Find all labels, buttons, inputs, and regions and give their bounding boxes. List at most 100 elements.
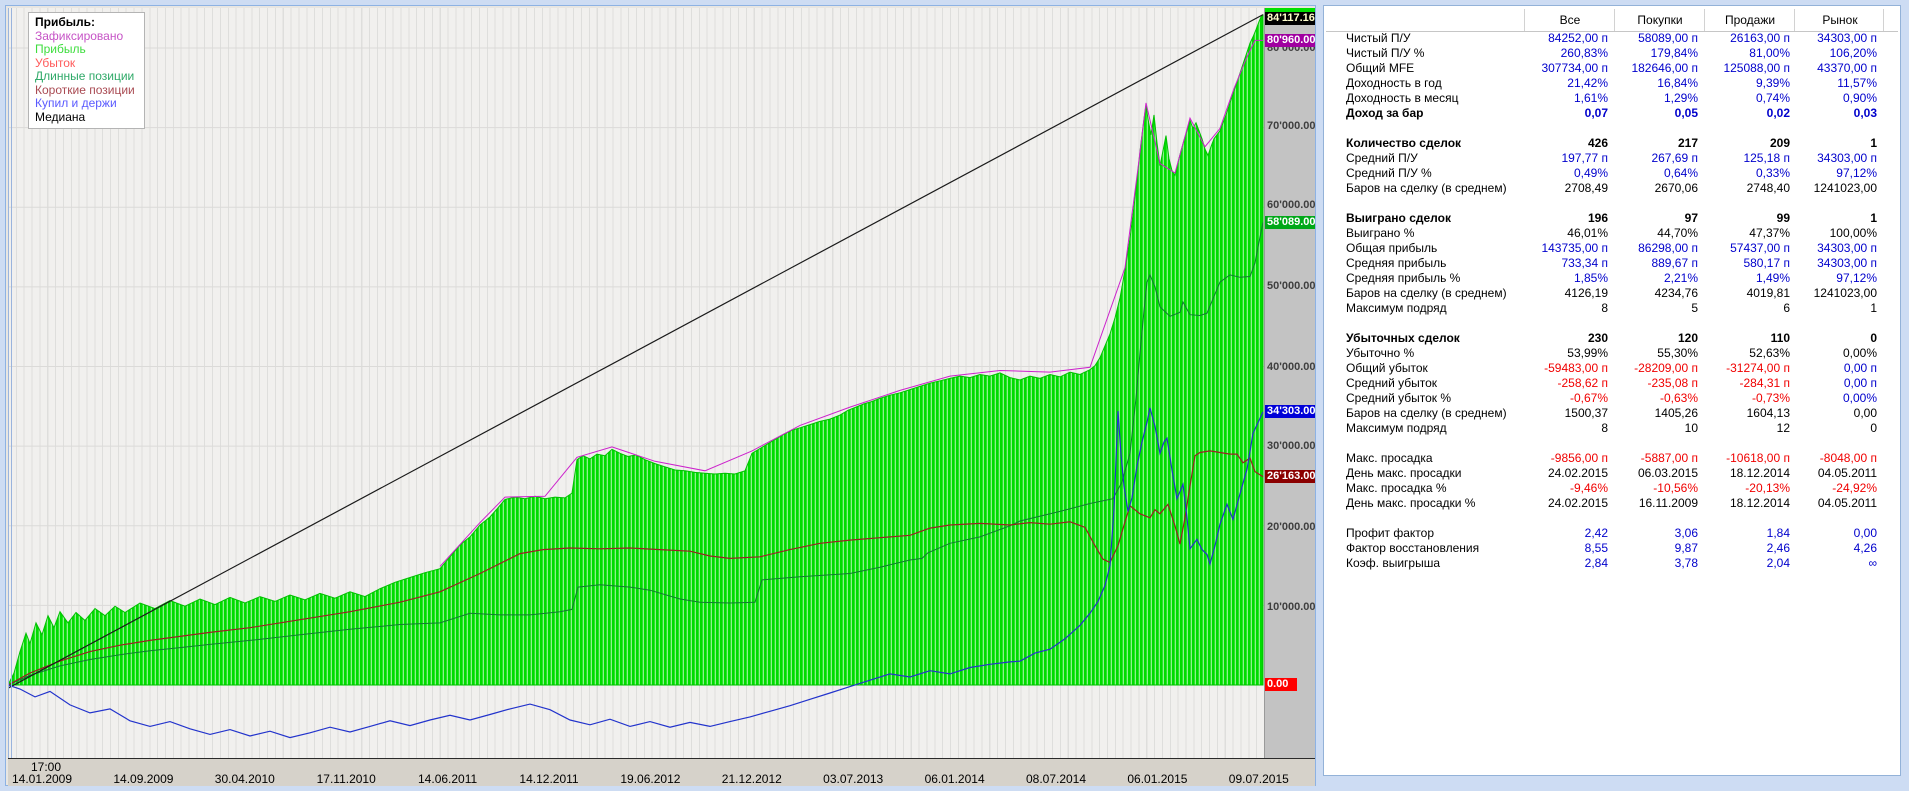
stats-value: 1500,37 bbox=[1564, 406, 1608, 420]
date-tick: 19.06.2012 bbox=[620, 772, 681, 786]
stats-value: 0,02 bbox=[1766, 106, 1790, 120]
stats-value: 0,64% bbox=[1663, 166, 1698, 180]
stats-rows: Чистый П/У 84252,00 п 58089,00 п 26163,00 п… bbox=[1326, 31, 1898, 571]
price-tick: 40'000.00 bbox=[1267, 361, 1316, 373]
stats-value: 4126,19 bbox=[1564, 286, 1608, 300]
stats-row: Средний убыток -258,62 п -235,08 п -284,31 … bbox=[1326, 376, 1898, 391]
stats-value: -20,13% bbox=[1745, 481, 1790, 495]
stats-value: 24.02.2015 bbox=[1547, 466, 1608, 480]
stats-row: Максимум подряд 8 10 12 0 bbox=[1326, 421, 1898, 436]
stats-row: Баров на сделку (в среднем) 4126,19 4234,7… bbox=[1326, 286, 1898, 301]
price-tick: 20'000.00 bbox=[1267, 521, 1316, 533]
stats-value: 8,55 bbox=[1584, 541, 1608, 555]
stats-row-label: Средняя прибыль bbox=[1346, 256, 1447, 270]
stats-row-label: Максимум подряд bbox=[1346, 421, 1447, 435]
price-tick: 70'000.00 bbox=[1267, 120, 1316, 132]
stats-value: 04.05.2011 bbox=[1817, 466, 1877, 480]
stats-value: -10618,00 п bbox=[1726, 451, 1790, 465]
stats-value: 0,00 bbox=[1853, 406, 1877, 420]
stats-value: 0 bbox=[1870, 331, 1877, 345]
stats-value: 1 bbox=[1870, 211, 1877, 225]
stats-value: 0,74% bbox=[1755, 91, 1790, 105]
stats-value: 9,39% bbox=[1755, 76, 1790, 90]
stats-row: Чистый П/У % 260,83% 179,84% 81,00% 106,20% bbox=[1326, 46, 1898, 61]
stats-value: 1241023,00 bbox=[1813, 286, 1877, 300]
stats-row-label: Средний убыток bbox=[1346, 376, 1438, 390]
date-axis[interactable]: 17:00 14.01.2009 14.09.2009 30.04.2010 17.1… bbox=[8, 758, 1315, 786]
stats-value: 2670,06 bbox=[1654, 181, 1698, 195]
chart-plot-area[interactable]: Прибыль: Зафиксировано Прибыль Убыток Длинн… bbox=[8, 8, 1264, 758]
stats-value: 3,78 bbox=[1674, 556, 1698, 570]
stats-value: 0,00 п bbox=[1843, 376, 1877, 390]
price-axis[interactable]: 80'000.00 70'000.00 60'000.00 50'000.00 40'0… bbox=[1264, 8, 1316, 758]
price-tick: 60'000.00 bbox=[1267, 199, 1316, 211]
stats-value: 46,01% bbox=[1567, 226, 1608, 240]
stats-value: 34303,00 п bbox=[1817, 241, 1877, 255]
stats-value: 5 bbox=[1691, 301, 1698, 315]
stats-value: 1,29% bbox=[1663, 91, 1698, 105]
stats-value: 21,42% bbox=[1567, 76, 1608, 90]
statistics-panel: Все Покупки Продажи Рынок Чистый П/У 84252,0… bbox=[1323, 5, 1901, 776]
stats-row: Убыточных сделок 230 120 110 0 bbox=[1326, 331, 1898, 346]
date-tick: 14.01.2009 bbox=[11, 772, 73, 786]
stats-value: 86298,00 п bbox=[1638, 241, 1698, 255]
series-value-label: 58'089.00 bbox=[1265, 216, 1316, 229]
stats-row-label: Общий MFE bbox=[1346, 61, 1415, 75]
stats-column-header: Покупки bbox=[1614, 9, 1705, 31]
stats-value: ∞ bbox=[1868, 556, 1877, 570]
stats-column-header: Все bbox=[1524, 9, 1615, 31]
stats-value: 2,21% bbox=[1663, 271, 1698, 285]
stats-value: 4234,76 bbox=[1654, 286, 1698, 300]
stats-value: 97,12% bbox=[1836, 271, 1877, 285]
stats-value: 26163,00 п bbox=[1730, 31, 1790, 45]
stats-row-label: Баров на сделку (в среднем) bbox=[1346, 181, 1507, 195]
legend-item: Зафиксировано bbox=[35, 28, 124, 43]
date-tick: 06.01.2014 bbox=[924, 772, 985, 786]
stats-value: 267,69 п bbox=[1651, 151, 1698, 165]
stats-value: 1 bbox=[1870, 301, 1877, 315]
stats-row: Средняя прибыль 733,34 п 889,67 п 580,17 п 3… bbox=[1326, 256, 1898, 271]
stats-value: 0,00 bbox=[1853, 526, 1877, 540]
series-value-label: 84'117.16 bbox=[1265, 12, 1315, 25]
data-start-marker bbox=[8, 8, 14, 758]
date-tick: 30.04.2010 bbox=[214, 772, 275, 786]
stats-value: 9,87 bbox=[1674, 541, 1698, 555]
chart-legend: Прибыль: Зафиксировано Прибыль Убыток Длинн… bbox=[28, 12, 145, 129]
stats-value: 43370,00 п bbox=[1817, 61, 1877, 75]
stats-value: 125088,00 п bbox=[1723, 61, 1790, 75]
stats-row: Фактор восстановления 8,55 9,87 2,46 4,26 bbox=[1326, 541, 1898, 556]
stats-row-label: Средняя прибыль % bbox=[1346, 271, 1461, 285]
stats-value: 84252,00 п bbox=[1548, 31, 1608, 45]
stats-row-label: Фактор восстановления bbox=[1346, 541, 1480, 555]
price-tick: 50'000.00 bbox=[1267, 280, 1316, 292]
stats-value: 11,57% bbox=[1837, 76, 1877, 90]
stats-value: 18.12.2014 bbox=[1729, 466, 1790, 480]
legend-item: Купил и держи bbox=[35, 96, 117, 110]
stats-value: 1,84 bbox=[1766, 526, 1790, 540]
stats-value: 260,83% bbox=[1560, 46, 1608, 60]
stats-row: Средний убыток % -0,67% -0,63% -0,73% 0,00% bbox=[1326, 391, 1898, 406]
stats-value: 8 bbox=[1601, 301, 1608, 315]
stats-value: 209 bbox=[1769, 136, 1790, 150]
stats-row: Доходность в месяц 1,61% 1,29% 0,74% 0,90% bbox=[1326, 91, 1898, 106]
series-value-label: 26'163.00 bbox=[1265, 470, 1316, 483]
stats-value: 1604,13 bbox=[1746, 406, 1790, 420]
stats-row: Общий убыток -59483,00 п -28209,00 п -31274… bbox=[1326, 361, 1898, 376]
stats-value: -5887,00 п bbox=[1640, 451, 1698, 465]
stats-row-label: Средний П/У bbox=[1346, 151, 1418, 165]
stats-value: 1,85% bbox=[1573, 271, 1608, 285]
price-tick: 10'000.00 bbox=[1267, 601, 1316, 613]
stats-row-label: Баров на сделку (в среднем) bbox=[1346, 286, 1507, 300]
stats-row-label: День макс. просадки % bbox=[1346, 496, 1476, 510]
stats-row-label: Коэф. выигрыша bbox=[1346, 556, 1441, 570]
stats-value: 1,49% bbox=[1755, 271, 1790, 285]
stats-row: Макс. просадка % -9,46% -10,56% -20,13% -24,… bbox=[1326, 481, 1898, 496]
stats-value: 2,04 bbox=[1766, 556, 1790, 570]
stats-row-label: Выиграно сделок bbox=[1346, 211, 1451, 225]
stats-value: 426 bbox=[1587, 136, 1608, 150]
stats-row-label: Макс. просадка bbox=[1346, 451, 1433, 465]
stats-row-label: Доход за бар bbox=[1346, 106, 1424, 120]
stats-row-label: Макс. просадка % bbox=[1346, 481, 1447, 495]
stats-row: Средний П/У % 0,49% 0,64% 0,33% 97,12% bbox=[1326, 166, 1898, 181]
stats-value: 230 bbox=[1587, 331, 1608, 345]
